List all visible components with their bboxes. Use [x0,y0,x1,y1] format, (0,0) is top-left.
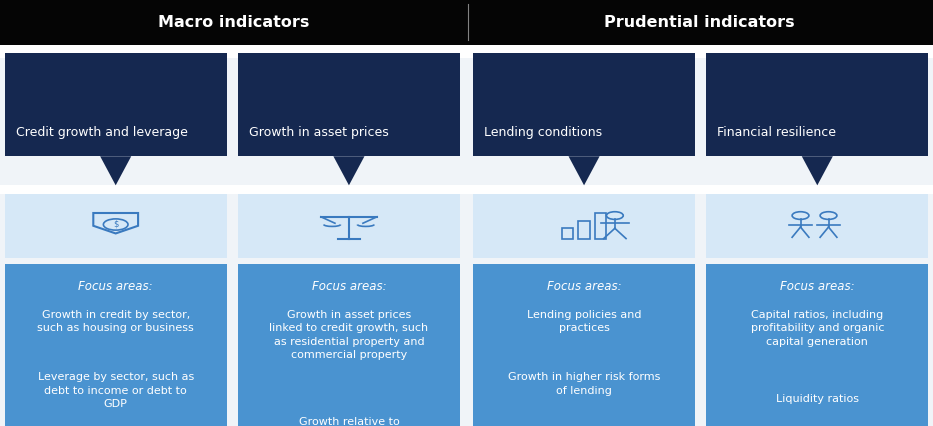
FancyBboxPatch shape [473,194,695,258]
FancyBboxPatch shape [238,194,460,258]
Text: Liquidity ratios: Liquidity ratios [776,394,858,404]
Text: Focus areas:: Focus areas: [547,280,621,294]
Text: Lending conditions: Lending conditions [484,126,603,139]
Text: Growth relative to
fundamentals: Growth relative to fundamentals [299,417,399,426]
Text: Lending policies and
practices: Lending policies and practices [527,310,641,333]
Bar [562,228,573,239]
Text: Growth in asset prices: Growth in asset prices [249,126,389,139]
Text: Credit growth and leverage: Credit growth and leverage [16,126,188,139]
Text: Prudential indicators: Prudential indicators [605,15,795,30]
Text: Focus areas:: Focus areas: [780,280,855,294]
FancyBboxPatch shape [473,264,695,426]
Text: Macro indicators: Macro indicators [158,15,309,30]
FancyBboxPatch shape [238,264,460,426]
FancyBboxPatch shape [0,185,933,194]
Polygon shape [100,156,132,185]
Text: Leverage by sector, such as
debt to income or debt to
GDP: Leverage by sector, such as debt to inco… [37,372,194,409]
Polygon shape [568,156,600,185]
FancyBboxPatch shape [706,264,928,426]
Text: Focus areas:: Focus areas: [312,280,386,294]
Bar [595,213,606,239]
Bar [578,221,590,239]
Polygon shape [333,156,365,185]
FancyBboxPatch shape [0,45,933,58]
Text: Growth in asset prices
linked to credit growth, such
as residential property and: Growth in asset prices linked to credit … [270,310,428,360]
Text: Focus areas:: Focus areas: [78,280,153,294]
FancyBboxPatch shape [706,194,928,258]
Text: Growth in credit by sector,
such as housing or business: Growth in credit by sector, such as hous… [37,310,194,333]
FancyBboxPatch shape [706,53,928,156]
FancyBboxPatch shape [473,53,695,156]
Text: $: $ [113,219,118,228]
Text: Capital ratios, including
profitability and organic
capital generation: Capital ratios, including profitability … [750,310,884,346]
FancyBboxPatch shape [238,53,460,156]
FancyBboxPatch shape [0,0,933,45]
Text: Financial resilience: Financial resilience [717,126,837,139]
FancyBboxPatch shape [5,53,227,156]
Polygon shape [801,156,833,185]
FancyBboxPatch shape [5,264,227,426]
Text: Growth in higher risk forms
of lending: Growth in higher risk forms of lending [508,372,661,395]
FancyBboxPatch shape [5,194,227,258]
